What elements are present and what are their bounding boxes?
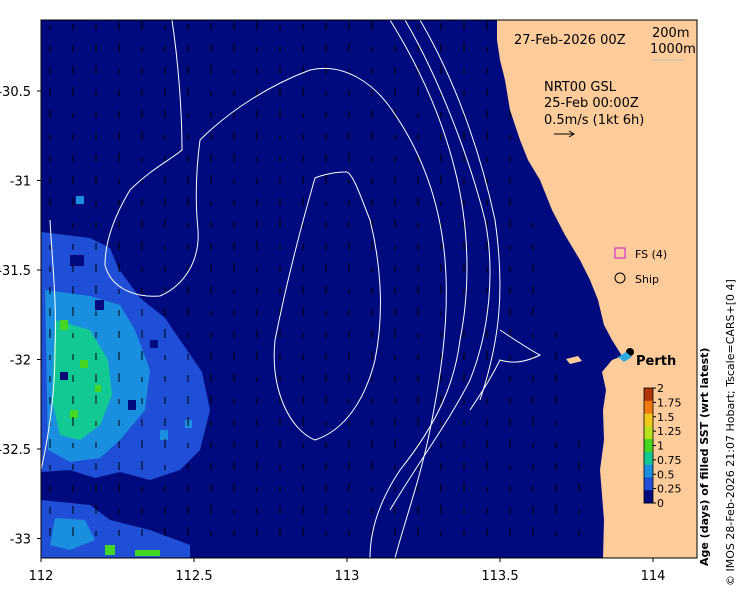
- legend-fs-marker: [614, 247, 626, 259]
- current-date-label: 25-Feb 00:00Z: [544, 96, 639, 111]
- contour-label-200m: 200m: [652, 26, 689, 41]
- sst-age-patches: [41, 196, 210, 558]
- contour-label-1000m: 1000m: [650, 42, 696, 57]
- bathymetry-contours: [40, 19, 542, 559]
- y-axis: -30.5 -31 -31.5 -32 -32.5 -33: [0, 85, 41, 548]
- legend-ship-label: Ship: [635, 273, 659, 286]
- city-label-perth: Perth: [636, 354, 676, 369]
- current-vectors: [49, 21, 580, 536]
- colorbar-title: Age (days) of filled SST (wrt latest): [698, 347, 711, 566]
- x-tick-label: 112: [29, 569, 54, 584]
- colorbar-segment: [644, 426, 653, 440]
- current-product-label: NRT00 GSL: [544, 80, 617, 95]
- city-marker: [618, 352, 632, 362]
- colorbar-segment: [644, 388, 653, 402]
- colorbar-tick-label: 0: [657, 497, 664, 510]
- colorbar: 21.75 1.51.25 10.750.5 0.250: [643, 382, 682, 510]
- colorbar-segment: [644, 439, 653, 453]
- colorbar-tick-label: 1.5: [657, 411, 675, 424]
- colorbar-segment: [644, 490, 653, 504]
- colorbar-segment: [644, 413, 653, 427]
- x-tick-label: 112.5: [175, 569, 212, 584]
- vector-scale-label: 0.5m/s (1kt 6h): [544, 113, 644, 128]
- colorbar-tick-label: 0.75: [657, 454, 682, 467]
- y-tick-label: -30.5: [0, 85, 31, 100]
- colorbar-segment: [644, 477, 653, 491]
- colorbar-segment: [644, 451, 653, 466]
- date-label: 27-Feb-2026 00Z: [514, 33, 626, 48]
- y-tick-label: -32: [10, 354, 31, 369]
- x-tick-label: 113: [335, 569, 360, 584]
- vector-scale-arrow: [554, 130, 575, 138]
- y-tick-label: -31.5: [0, 264, 31, 279]
- colorbar-tick-label: 1.25: [657, 425, 682, 438]
- rottnest-island: [566, 356, 582, 364]
- credit-text: © IMOS 28-Feb-2026 21:07 Hobart; Tscale=…: [724, 279, 737, 586]
- colorbar-tick-label: 0.25: [657, 483, 682, 496]
- x-tick-label: 114: [641, 569, 666, 584]
- colorbar-tick-label: 2: [657, 382, 664, 395]
- colorbar-tick-label: 0.5: [657, 468, 675, 481]
- x-tick-label: 113.5: [481, 569, 518, 584]
- colorbar-segment: [644, 400, 653, 415]
- colorbar-tick-label: 1: [657, 440, 664, 453]
- legend-fs-label: FS (4): [635, 248, 667, 261]
- y-tick-label: -31: [10, 175, 31, 190]
- y-tick-label: -33: [10, 533, 31, 548]
- colorbar-tick-label: 1.75: [657, 396, 682, 409]
- y-tick-label: -32.5: [0, 443, 31, 458]
- legend-ship-marker: [614, 272, 626, 284]
- map-frame: [40, 19, 698, 559]
- colorbar-segment: [644, 464, 653, 478]
